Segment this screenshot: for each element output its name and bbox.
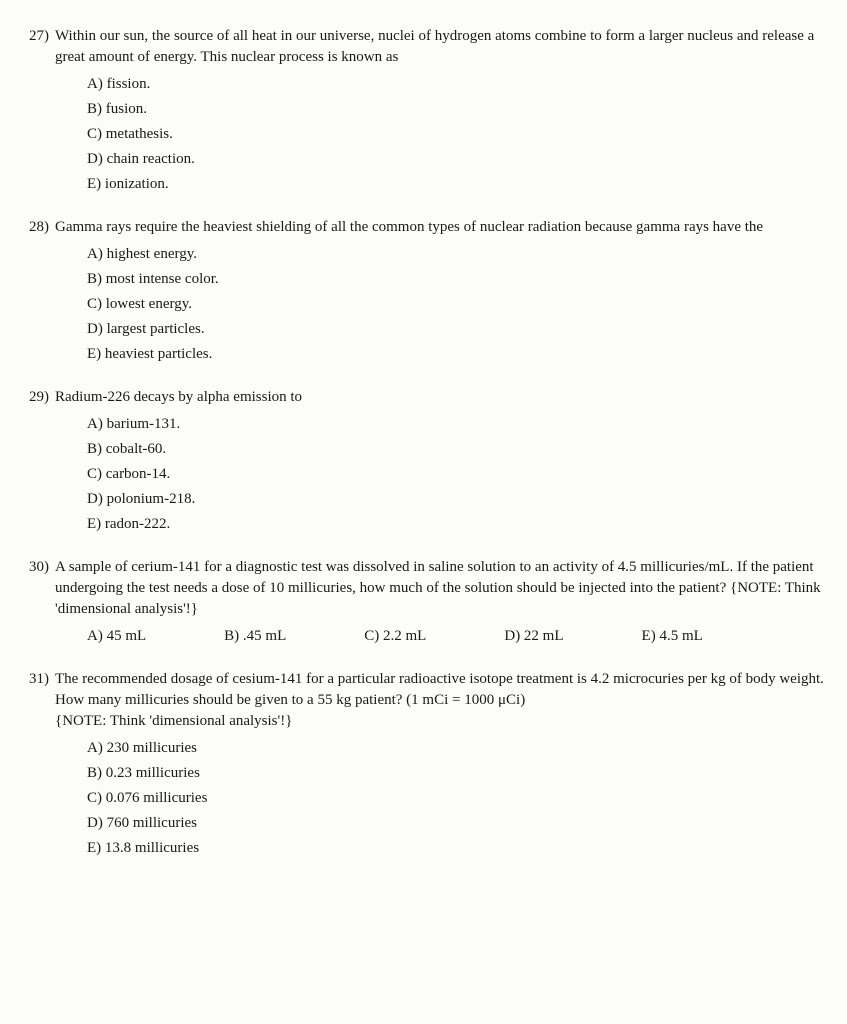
question-option: E) heaviest particles.	[87, 344, 827, 365]
question-option: C) 2.2 mL	[364, 626, 426, 647]
question-number: 28)	[25, 217, 55, 238]
question-option: D) 760 millicuries	[87, 813, 827, 834]
question-option: E) ionization.	[87, 174, 827, 195]
question-option: C) 0.076 millicuries	[87, 788, 827, 809]
question-number: 31)	[25, 669, 55, 690]
question-header: 30)A sample of cerium-141 for a diagnost…	[25, 557, 827, 620]
question-option: A) fission.	[87, 74, 827, 95]
question-stem: Radium-226 decays by alpha emission to	[55, 387, 827, 408]
question-stem: A sample of cerium-141 for a diagnostic …	[55, 557, 827, 620]
question-option: E) 4.5 mL	[642, 626, 703, 647]
question-options: A) barium-131. B) cobalt-60. C) carbon-14.…	[87, 414, 827, 535]
question: 27)Within our sun, the source of all hea…	[25, 26, 827, 195]
question-stem: Within our sun, the source of all heat i…	[55, 26, 827, 68]
question-option: C) carbon-14.	[87, 464, 827, 485]
question-number: 29)	[25, 387, 55, 408]
question-number: 30)	[25, 557, 55, 578]
question-option: E) 13.8 millicuries	[87, 838, 827, 859]
question-number: 27)	[25, 26, 55, 47]
question-options: A) 45 mL B) .45 mL C) 2.2 mL D) 22 mL E) 4.5…	[87, 626, 827, 647]
question-option: B) .45 mL	[224, 626, 286, 647]
question-option: D) largest particles.	[87, 319, 827, 340]
question-stem: The recommended dosage of cesium-141 for…	[55, 669, 827, 732]
question-option: D) chain reaction.	[87, 149, 827, 170]
question-option: A) barium-131.	[87, 414, 827, 435]
question: 29)Radium-226 decays by alpha emission t…	[25, 387, 827, 535]
question-option: B) most intense color.	[87, 269, 827, 290]
question-option: B) 0.23 millicuries	[87, 763, 827, 784]
question: 28)Gamma rays require the heaviest shiel…	[25, 217, 827, 365]
question-header: 27)Within our sun, the source of all hea…	[25, 26, 827, 68]
question-option: A) 230 millicuries	[87, 738, 827, 759]
question-options: A) 230 millicuries B) 0.23 millicuries C) …	[87, 738, 827, 859]
question-option: D) polonium-218.	[87, 489, 827, 510]
question-option: B) cobalt-60.	[87, 439, 827, 460]
question-option: A) 45 mL	[87, 626, 146, 647]
question-option: B) fusion.	[87, 99, 827, 120]
question-options: A) fission. B) fusion. C) metathesis. D) ch…	[87, 74, 827, 195]
question-option: E) radon-222.	[87, 514, 827, 535]
question-header: 31)The recommended dosage of cesium-141 …	[25, 669, 827, 732]
question-options: A) highest energy. B) most intense color.…	[87, 244, 827, 365]
question-stem: Gamma rays require the heaviest shieldin…	[55, 217, 827, 238]
question-header: 29)Radium-226 decays by alpha emission t…	[25, 387, 827, 408]
question-option: D) 22 mL	[504, 626, 563, 647]
question-header: 28)Gamma rays require the heaviest shiel…	[25, 217, 827, 238]
question: 31)The recommended dosage of cesium-141 …	[25, 669, 827, 859]
question-option: C) metathesis.	[87, 124, 827, 145]
question-option: A) highest energy.	[87, 244, 827, 265]
question: 30)A sample of cerium-141 for a diagnost…	[25, 557, 827, 647]
questions-list: 27)Within our sun, the source of all hea…	[25, 26, 827, 859]
question-option: C) lowest energy.	[87, 294, 827, 315]
